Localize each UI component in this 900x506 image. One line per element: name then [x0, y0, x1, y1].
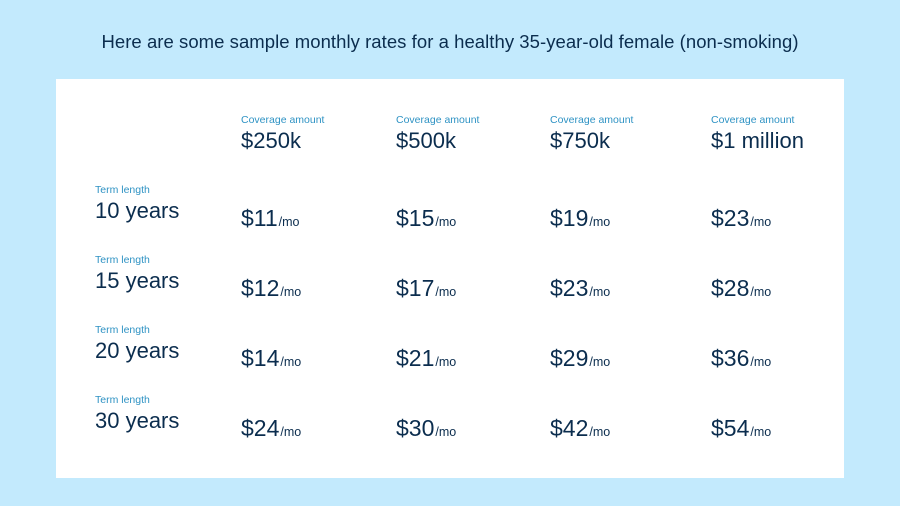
term-length-value: 10 years	[95, 198, 180, 223]
coverage-header: Coverage amount $750k	[550, 114, 633, 154]
term-length-label: Term length	[95, 254, 150, 266]
rate-value: $14	[241, 345, 280, 371]
coverage-amount-label: Coverage amount	[241, 114, 325, 126]
rate-cell: $11/mo	[241, 205, 300, 235]
coverage-amount-value: $750k	[550, 128, 610, 153]
rate-unit: /mo	[589, 425, 611, 439]
rate-unit: /mo	[435, 425, 457, 439]
rate-value: $23	[550, 275, 589, 301]
rate-value: $21	[396, 345, 435, 371]
rate-value: $29	[550, 345, 589, 371]
rate-cell: $12/mo	[241, 275, 301, 305]
rate-unit: /mo	[435, 285, 457, 299]
rate-value: $54	[711, 415, 750, 441]
rate-unit: /mo	[280, 285, 302, 299]
rate-value: $12	[241, 275, 280, 301]
coverage-header: Coverage amount $500k	[396, 114, 479, 154]
rate-unit: /mo	[750, 355, 772, 369]
term-row-header: Term length 20 years	[95, 324, 179, 364]
rate-value: $19	[550, 205, 589, 231]
rate-unit: /mo	[280, 355, 302, 369]
rate-cell: $28/mo	[711, 275, 771, 305]
rate-unit: /mo	[750, 285, 772, 299]
coverage-amount-label: Coverage amount	[550, 114, 634, 126]
rate-cell: $21/mo	[396, 345, 456, 375]
rate-unit: /mo	[435, 355, 457, 369]
rate-cell: $54/mo	[711, 415, 771, 445]
term-length-value: 15 years	[95, 268, 180, 293]
rate-cell: $23/mo	[711, 205, 771, 235]
rate-cell: $23/mo	[550, 275, 610, 305]
rate-value: $15	[396, 205, 435, 231]
rate-value: $17	[396, 275, 435, 301]
rate-value: $11	[241, 205, 278, 231]
rate-unit: /mo	[589, 285, 611, 299]
rate-cell: $30/mo	[396, 415, 456, 445]
rate-value: $36	[711, 345, 750, 371]
coverage-header: Coverage amount $250k	[241, 114, 324, 154]
rate-cell: $15/mo	[396, 205, 456, 235]
rate-value: $23	[711, 205, 750, 231]
term-length-label: Term length	[95, 324, 150, 336]
rate-cell: $36/mo	[711, 345, 771, 375]
rate-unit: /mo	[750, 215, 772, 229]
term-length-label: Term length	[95, 394, 150, 406]
term-length-value: 20 years	[95, 338, 180, 363]
rate-value: $42	[550, 415, 589, 441]
coverage-header: Coverage amount $1 million	[711, 114, 804, 154]
rate-unit: /mo	[278, 215, 300, 229]
rate-cell: $17/mo	[396, 275, 456, 305]
rate-cell: $19/mo	[550, 205, 610, 235]
term-row-header: Term length 30 years	[95, 394, 179, 434]
rate-unit: /mo	[750, 425, 772, 439]
rate-cell: $14/mo	[241, 345, 301, 375]
coverage-amount-label: Coverage amount	[396, 114, 480, 126]
term-length-label: Term length	[95, 184, 150, 196]
rate-unit: /mo	[589, 215, 611, 229]
rate-cell: $24/mo	[241, 415, 301, 445]
rate-value: $30	[396, 415, 435, 441]
coverage-amount-label: Coverage amount	[711, 114, 795, 126]
rate-unit: /mo	[589, 355, 611, 369]
coverage-amount-value: $500k	[396, 128, 456, 153]
rate-cell: $29/mo	[550, 345, 610, 375]
coverage-amount-value: $1 million	[711, 128, 804, 153]
rate-unit: /mo	[435, 215, 457, 229]
term-row-header: Term length 10 years	[95, 184, 179, 224]
coverage-amount-value: $250k	[241, 128, 301, 153]
rate-value: $28	[711, 275, 750, 301]
term-length-value: 30 years	[95, 408, 180, 433]
rate-unit: /mo	[280, 425, 302, 439]
rate-cell: $42/mo	[550, 415, 610, 445]
rates-table: Coverage amount $250k Coverage amount $500k…	[56, 79, 844, 478]
term-row-header: Term length 15 years	[95, 254, 179, 294]
page-headline: Here are some sample monthly rates for a…	[101, 31, 799, 52]
rate-value: $24	[241, 415, 280, 441]
